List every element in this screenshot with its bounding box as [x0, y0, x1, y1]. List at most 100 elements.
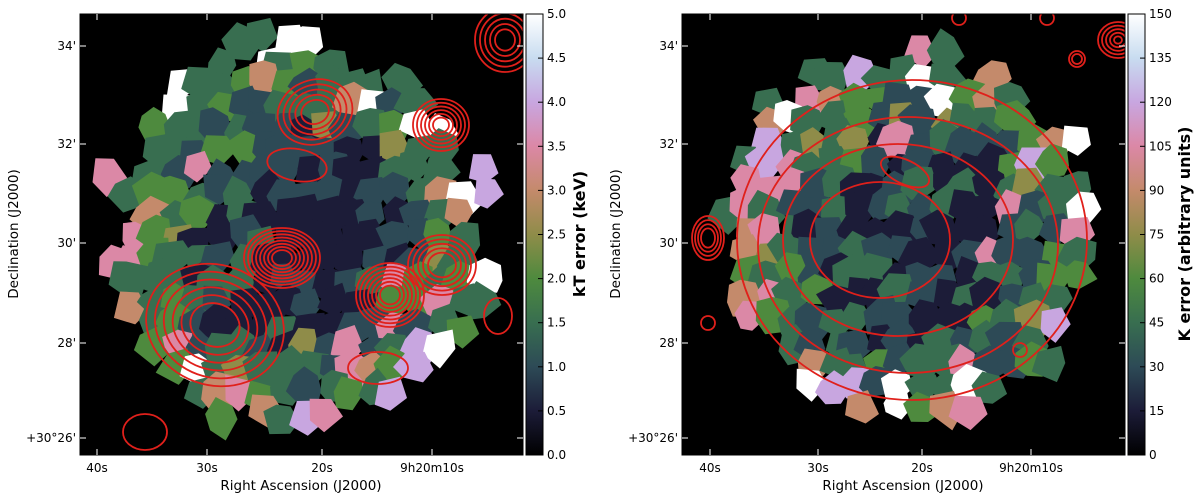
left-colorbar-tick-label: 3.5 — [547, 139, 566, 153]
right-contour — [691, 215, 725, 261]
right-colorbar-tick-label: 15 — [1149, 404, 1164, 418]
left-heatmap-cell — [198, 135, 237, 166]
left-contour — [282, 83, 348, 141]
left-contour — [417, 242, 467, 288]
left-x-axis-title: Right Ascension (J2000) — [220, 478, 381, 494]
right-contour — [697, 223, 719, 253]
left-heatmap-cell — [446, 315, 480, 349]
left-colorbar-title: kT error (keV) — [570, 171, 589, 297]
left-contour — [375, 280, 405, 310]
right-contours — [691, 14, 1125, 401]
right-heatmap-cell — [812, 62, 849, 94]
left-heatmap-cell — [285, 366, 322, 404]
left-colorbar-tick-label: 4.0 — [547, 95, 566, 109]
right-contour — [1101, 24, 1125, 56]
left-heatmap-cell — [183, 150, 213, 183]
right-panel: 40s 30s 20s 9h20m10s +30°26' 28' 30' 32'… — [608, 7, 1194, 494]
right-xtick-label: 20s — [911, 461, 933, 475]
right-colorbar-tick-label: 45 — [1149, 316, 1164, 330]
right-contour — [782, 143, 1014, 337]
left-contour — [379, 284, 401, 306]
left-heatmap-cell — [207, 47, 237, 77]
left-colorbar-tick-label: 3.0 — [547, 183, 566, 197]
left-colorbar-tick-label: 0.5 — [547, 404, 566, 418]
right-heatmap-cell — [883, 385, 911, 420]
right-colorbar-tick-label: 0 — [1149, 448, 1157, 462]
right-contour — [1113, 35, 1123, 45]
left-heatmap-cell — [374, 376, 407, 411]
left-y-axis-title: Declination (J2000) — [6, 169, 22, 298]
left-contour — [483, 297, 513, 335]
left-contour — [355, 262, 425, 328]
right-x-axis-title: Right Ascension (J2000) — [822, 478, 983, 494]
right-heatmap-cell — [900, 166, 938, 200]
right-colorbar-tick-label: 60 — [1149, 272, 1164, 286]
right-colorbar-tick-label: 120 — [1149, 95, 1172, 109]
right-heatmap-cell — [876, 120, 916, 159]
right-contour — [1068, 50, 1086, 68]
left-heatmap-cell — [138, 106, 172, 141]
left-contour — [494, 28, 516, 52]
right-colorbar-tick-label: 30 — [1149, 360, 1164, 374]
right-xtick-label: 30s — [807, 461, 829, 475]
left-colorbar-tick-label: 5.0 — [547, 7, 566, 21]
left-contour — [479, 14, 523, 68]
left-contour — [251, 233, 313, 283]
right-ytick-label: 32' — [659, 137, 678, 151]
right-ytick-label: 30' — [659, 236, 678, 250]
right-colorbar-tick-label: 150 — [1149, 7, 1172, 21]
left-contour — [288, 88, 342, 136]
left-heatmap-cell — [108, 261, 150, 298]
right-colorbar-tick-label: 135 — [1149, 51, 1172, 65]
left-contour — [359, 265, 421, 325]
left-contour — [371, 277, 409, 313]
right-ytick-label: 34' — [659, 39, 678, 53]
left-ytick-label: 34' — [57, 39, 76, 53]
right-heatmap-cell — [861, 144, 891, 181]
right-colorbar-tick-label: 75 — [1149, 228, 1164, 242]
right-heatmap-cell — [880, 369, 913, 398]
left-xtick-label: 40s — [86, 461, 108, 475]
right-contour — [694, 219, 722, 257]
right-heatmap-cell — [905, 279, 942, 310]
left-contour — [171, 286, 259, 364]
right-contour — [736, 79, 1088, 401]
right-contour — [757, 116, 1059, 374]
left-ytick-label: +30°26' — [26, 431, 76, 445]
left-heatmap-cell — [225, 375, 256, 412]
left-contour — [255, 236, 309, 280]
left-contour — [484, 17, 523, 63]
left-contour — [276, 78, 354, 146]
left-contour — [294, 93, 336, 131]
left-heatmap-cell — [198, 107, 233, 142]
left-colorbar-tick-label: 1.0 — [547, 360, 566, 374]
left-heatmap-cell — [263, 404, 300, 435]
right-heatmap-cell — [1063, 260, 1098, 289]
left-heatmap-cell — [374, 284, 412, 319]
left-xtick-label: 30s — [196, 461, 218, 475]
left-contour — [189, 302, 241, 348]
left-xtick-label: 20s — [311, 461, 333, 475]
right-heatmap-cell — [1040, 307, 1071, 343]
left-contour — [420, 105, 462, 145]
left-contour — [347, 351, 409, 385]
right-ytick-label: 28' — [659, 336, 678, 350]
right-plot-frame — [681, 13, 1126, 456]
right-y-axis-title: Declination (J2000) — [608, 169, 624, 298]
left-contour — [247, 230, 317, 286]
left-heatmap-cell — [246, 17, 278, 53]
right-contour — [1071, 53, 1083, 65]
left-contour — [416, 101, 466, 149]
left-colorbar-tick-label: 4.5 — [547, 51, 566, 65]
left-contour — [263, 242, 301, 274]
left-contour — [162, 278, 268, 372]
left-ytick-label: 30' — [57, 236, 76, 250]
left-contour — [432, 116, 450, 134]
left-heatmap-cell — [317, 282, 349, 317]
left-colorbar-tick-label: 0.0 — [547, 448, 566, 462]
left-contour — [489, 23, 521, 57]
left-colorbar-tick-label: 2.0 — [547, 272, 566, 286]
right-contour — [1012, 342, 1028, 358]
